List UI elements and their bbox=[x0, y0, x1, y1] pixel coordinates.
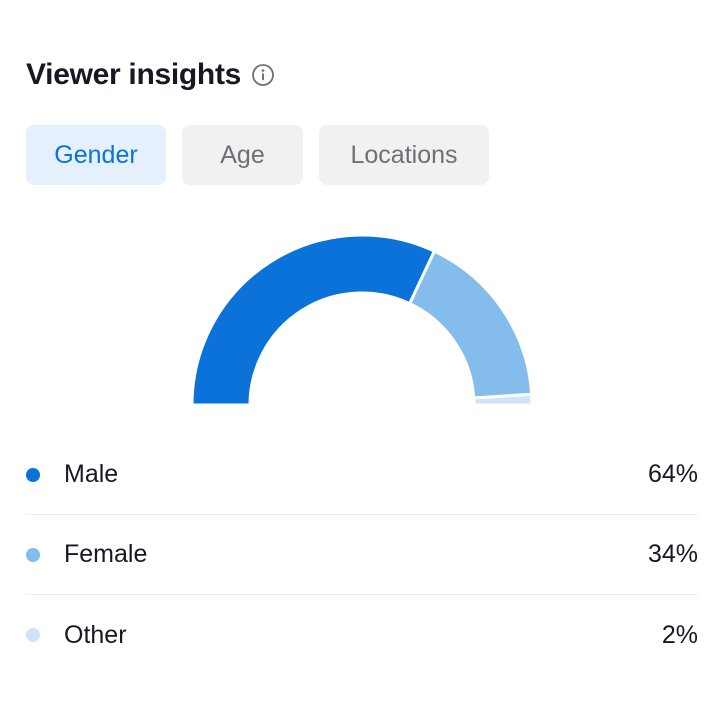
section-header: Viewer insights bbox=[26, 58, 275, 92]
tab-age[interactable]: Age bbox=[182, 125, 303, 185]
tab-locations[interactable]: Locations bbox=[319, 125, 489, 185]
tab-gender[interactable]: Gender bbox=[26, 125, 166, 185]
chart-slice-other bbox=[472, 392, 534, 407]
page-title: Viewer insights bbox=[26, 58, 242, 91]
legend-dot-female bbox=[26, 547, 40, 562]
legend-dot-other bbox=[26, 628, 40, 642]
legend-row-other: Other 2% bbox=[26, 595, 698, 675]
insight-tabs: Gender Age Locations bbox=[26, 125, 489, 185]
legend-value: 2% bbox=[661, 620, 698, 649]
tab-label: Age bbox=[220, 140, 265, 169]
chart-slice-female bbox=[407, 249, 534, 400]
chart-slice-male bbox=[190, 233, 437, 407]
tab-label: Locations bbox=[350, 140, 458, 169]
legend-label: Male bbox=[64, 460, 119, 488]
chart-legend: Male 64% Female 34% Other 2% bbox=[26, 435, 698, 675]
legend-row-female: Female 34% bbox=[26, 515, 698, 595]
legend-label: Female bbox=[64, 540, 148, 568]
tab-label: Gender bbox=[54, 140, 138, 169]
legend-label: Other bbox=[64, 620, 127, 649]
info-icon[interactable] bbox=[251, 63, 275, 87]
legend-value: 64% bbox=[647, 460, 698, 488]
legend-row-male: Male 64% bbox=[26, 435, 698, 515]
gender-semi-donut-chart bbox=[190, 233, 534, 407]
legend-value: 34% bbox=[647, 540, 698, 568]
legend-dot-male bbox=[26, 467, 40, 482]
